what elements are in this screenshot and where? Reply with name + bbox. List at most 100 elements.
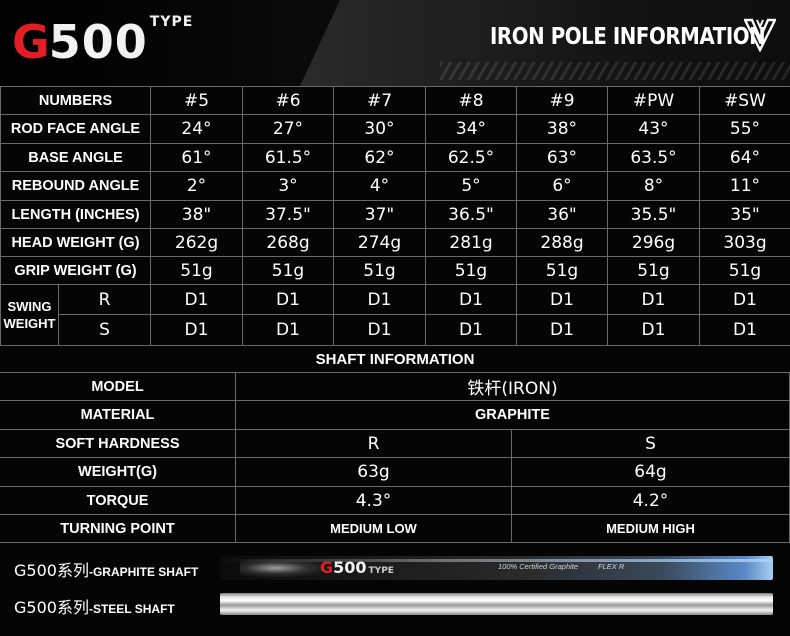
row-label: ROD FACE ANGLE [1,115,151,144]
steel-shaft-image [220,593,773,615]
swing-weight-cell: D1 [243,315,334,346]
table-cell: 38° [517,115,608,144]
shaft-s-value: MEDIUM HIGH [512,515,790,543]
row-label: HEAD WEIGHT (G) [1,229,151,257]
table-cell: 262g [151,229,243,257]
shaft-s-value: S [512,430,790,458]
graphite-shaft-row: G500系列-GRAPHITE SHAFT [0,551,790,585]
table-cell: 37" [334,201,426,229]
graphite-shaft-logo: G500 TYPE [320,558,394,580]
table-cell: 30° [334,115,426,144]
table-cell: 63° [517,144,608,172]
steel-shaft-prefix: G500系列 [14,598,89,617]
shaft-row-label: WEIGHT(G) [0,458,236,487]
logo-number: 500 [48,15,148,69]
table-cell: 51g [334,257,426,285]
swing-weight-cell: D1 [517,315,608,346]
table-cell: 51g [517,257,608,285]
swing-weight-cell: D1 [334,315,426,346]
table-cell: 268g [243,229,334,257]
brand-logo: G 500 TYPE [12,14,193,69]
graphite-shaft-prefix: G500系列 [14,561,89,580]
swing-weight-cell: D1 [608,315,700,346]
page-title: IRON POLE INFORMATION [490,24,766,50]
table-cell: 5° [426,172,517,201]
club-header: #9 [517,87,608,115]
table-cell: 51g [700,257,790,285]
logo-type: TYPE [149,14,194,30]
table-cell: 6° [517,172,608,201]
table-cell: 4° [334,172,426,201]
header-stripes [440,62,790,80]
table-cell: 62° [334,144,426,172]
table-cell: 43° [608,115,700,144]
row-label: BASE ANGLE [1,144,151,172]
club-header: #8 [426,87,517,115]
table-cell: 36" [517,201,608,229]
row-label: REBOUND ANGLE [1,172,151,201]
shaft-s-value: 4.2° [512,487,790,515]
swing-label-line1: SWING [7,299,52,314]
shaft-r-value: 4.3° [236,487,512,515]
numbers-header: NUMBERS [1,87,151,115]
swing-weight-cell: D1 [151,315,243,346]
steel-shaft-suffix: -STEEL SHAFT [88,602,175,616]
table-cell: 2° [151,172,243,201]
club-header: #7 [334,87,426,115]
swing-flex-label: R [59,285,151,315]
shaft-r-value: 63g [236,458,512,487]
shaft-s-value: 64g [512,458,790,487]
table-cell: 51g [243,257,334,285]
table-cell: 274g [334,229,426,257]
table-cell: 51g [608,257,700,285]
table-cell: 303g [700,229,790,257]
swing-weight-cell: D1 [426,315,517,346]
table-cell: 38" [151,201,243,229]
table-cell: 35" [700,201,790,229]
shaft-info-table: MODEL 铁杆(IRON) MATERIAL GRAPHITE SOFT HARDNE… [0,373,790,543]
table-cell: 61.5° [243,144,334,172]
swing-weight-cell: D1 [517,285,608,315]
table-cell: 281g [426,229,517,257]
club-header: #SW [700,87,790,115]
table-cell: 63.5° [608,144,700,172]
table-cell: 35.5" [608,201,700,229]
header-banner: G 500 TYPE IRON POLE INFORMATION [0,0,790,86]
swing-weight-label: SWING WEIGHT [1,285,59,346]
table-cell: 27° [243,115,334,144]
material-label: MATERIAL [0,401,236,430]
model-label: MODEL [0,373,236,401]
shaft-r-value: MEDIUM LOW [236,515,512,543]
v-logo-icon [744,18,776,52]
graphite-shaft-image: G500 TYPE 100% Certified Graphite FLEX R [220,556,773,580]
graphite-shaft-suffix: -GRAPHITE SHAFT [88,565,199,579]
graphite-shaft-splash [240,558,330,578]
swing-weight-cell: D1 [700,315,790,346]
graphite-shaft-label: G500系列-GRAPHITE SHAFT [14,557,198,581]
graphite-logo-number: 500 [333,558,367,577]
table-cell: 24° [151,115,243,144]
swing-flex-label: S [59,315,151,346]
steel-shaft-row: G500系列-STEEL SHAFT [0,588,790,622]
table-cell: 55° [700,115,790,144]
logo-letter: G [12,15,50,69]
table-cell: 36.5" [426,201,517,229]
table-cell: 61° [151,144,243,172]
table-cell: 62.5° [426,144,517,172]
swing-label-line2: WEIGHT [3,316,56,331]
shaft-row-label: TURNING POINT [0,515,236,543]
table-cell: 34° [426,115,517,144]
swing-weight-cell: D1 [700,285,790,315]
shaft-row-label: SOFT HARDNESS [0,430,236,458]
graphite-logo-letter: G [320,558,334,577]
swing-weight-cell: D1 [426,285,517,315]
table-cell: 51g [151,257,243,285]
graphite-shaft-flex: FLEX R [598,562,625,571]
swing-weight-cell: D1 [243,285,334,315]
table-cell: 296g [608,229,700,257]
iron-spec-table: NUMBERS #5 #6 #7 #8 #9 #PW #SW ROD FACE ANGLE 24°… [0,86,790,346]
table-cell: 64° [700,144,790,172]
graphite-shaft-highlight [220,559,773,562]
row-label: LENGTH (INCHES) [1,201,151,229]
club-header: #5 [151,87,243,115]
